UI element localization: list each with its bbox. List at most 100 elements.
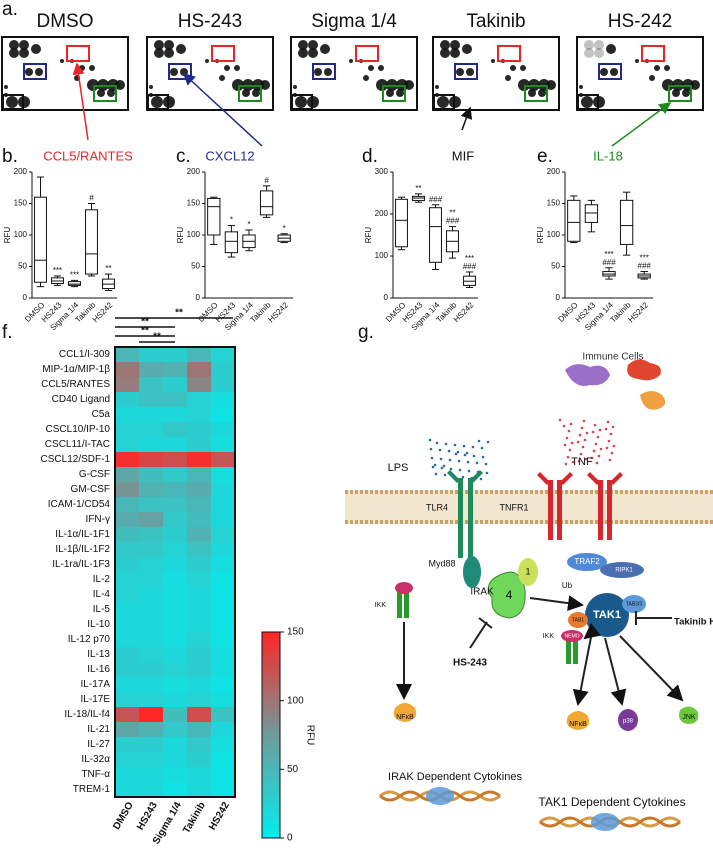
significance-label: ** [175, 308, 183, 319]
box [34, 196, 47, 283]
colorbar-segment [262, 652, 280, 657]
heat-cell [187, 362, 212, 378]
colorbar-segment [262, 803, 280, 808]
heat-cell [187, 632, 212, 648]
row-label: CSCL12/SDF-1 [41, 454, 111, 465]
heat-cell [211, 752, 236, 768]
heat-cell [211, 767, 236, 783]
ligand-dot [485, 471, 489, 475]
blot-spot [9, 40, 19, 50]
ligand-dot [480, 446, 484, 450]
row-label: TNF-α [81, 769, 110, 780]
heat-cell [163, 452, 188, 468]
ligand-dot [558, 418, 562, 422]
heat-cell [139, 482, 164, 498]
ligand-dot [579, 452, 583, 456]
ligand-dot [458, 468, 462, 472]
heat-cell [139, 782, 164, 798]
ikk-right-label: IKK [543, 633, 555, 640]
heat-cell [187, 557, 212, 573]
colorbar-segment [262, 731, 280, 736]
heat-cell [139, 497, 164, 513]
column-label: HS242 [207, 800, 232, 832]
highlight-box [524, 85, 548, 102]
heat-cell [115, 662, 140, 678]
significance-label: ### [446, 217, 460, 226]
blot-spot [298, 40, 308, 50]
heat-cell [139, 557, 164, 573]
heat-cell [163, 422, 188, 438]
heat-cell [115, 512, 140, 528]
blot-spot [690, 80, 700, 90]
heat-cell [187, 572, 212, 588]
row-label: CD40 Ligand [52, 394, 110, 405]
highlight-box [23, 63, 47, 80]
heat-cell [187, 752, 212, 768]
ligand-dot [593, 423, 597, 427]
colorbar-segment [262, 827, 280, 832]
myd88-label: Myd88 [428, 558, 455, 568]
y-tick-label: 200 [547, 167, 561, 176]
heat-cell [187, 377, 212, 393]
ligand-dot [477, 439, 481, 443]
ligand-dot [438, 448, 442, 452]
colorbar-segment [262, 662, 280, 667]
blot-spot [31, 44, 41, 54]
heat-cell [211, 482, 236, 498]
ligand-dot [598, 428, 602, 432]
colorbar-segment [262, 669, 280, 674]
row-label: IL-4 [93, 589, 111, 600]
blot-spot [456, 68, 464, 76]
row-label: CSCL11/I-TAC [45, 439, 110, 450]
ligand-dot [456, 450, 460, 454]
y-axis-label: RFU [364, 227, 373, 244]
colorbar-segment [262, 817, 280, 822]
nemo-label: NEMO [565, 633, 580, 639]
ligand-dot [607, 439, 611, 443]
heat-cell [115, 752, 140, 768]
blot-spot [164, 48, 174, 58]
heat-cell [211, 572, 236, 588]
heat-cell [211, 377, 236, 393]
heatmap-panel: CCL1/I-309 MIP-1α/MIP-1β CCL5/RANTES CD40 L… [41, 308, 316, 847]
ligand-dot [591, 430, 595, 434]
ligand-dot [592, 449, 596, 453]
row-label: IL-21 [87, 724, 110, 735]
heat-cell [163, 407, 188, 423]
heat-cell [163, 587, 188, 603]
heat-cell [139, 767, 164, 783]
ligand-dot [576, 440, 580, 444]
nemo [395, 582, 413, 594]
blot-spot [435, 85, 439, 89]
heat-cell [115, 407, 140, 423]
box [584, 204, 599, 223]
heat-cell [211, 527, 236, 543]
colorbar-segment [262, 810, 280, 815]
heat-cell [163, 602, 188, 618]
y-axis-label: RFU [536, 227, 545, 244]
ligand-dot [578, 433, 582, 437]
heat-cell [211, 662, 236, 678]
heat-cell [115, 602, 140, 618]
ligand-dot [447, 449, 451, 453]
row-label: ICAM-1/CD54 [48, 499, 111, 510]
highlight-box [598, 63, 622, 80]
y-axis-label: RFU [3, 227, 12, 244]
blot-spot [97, 89, 105, 97]
highlight-box [454, 63, 478, 80]
blot-spot [437, 96, 449, 108]
cell-icon [627, 359, 661, 381]
colorbar-segment [262, 755, 280, 760]
colorbar-segment [262, 824, 280, 829]
blot-spot [584, 40, 594, 50]
heat-cell [115, 632, 140, 648]
heat-cell [211, 452, 236, 468]
colorbar-segment [262, 834, 280, 839]
heat-cell [187, 512, 212, 528]
significance-label: *** [70, 270, 79, 279]
row-label: IL-18/IL-f4 [64, 709, 110, 720]
lps-label: LPS [388, 462, 409, 474]
ligand-dot [585, 431, 589, 435]
row-label: MIP-1α/MIP-1β [42, 364, 110, 375]
